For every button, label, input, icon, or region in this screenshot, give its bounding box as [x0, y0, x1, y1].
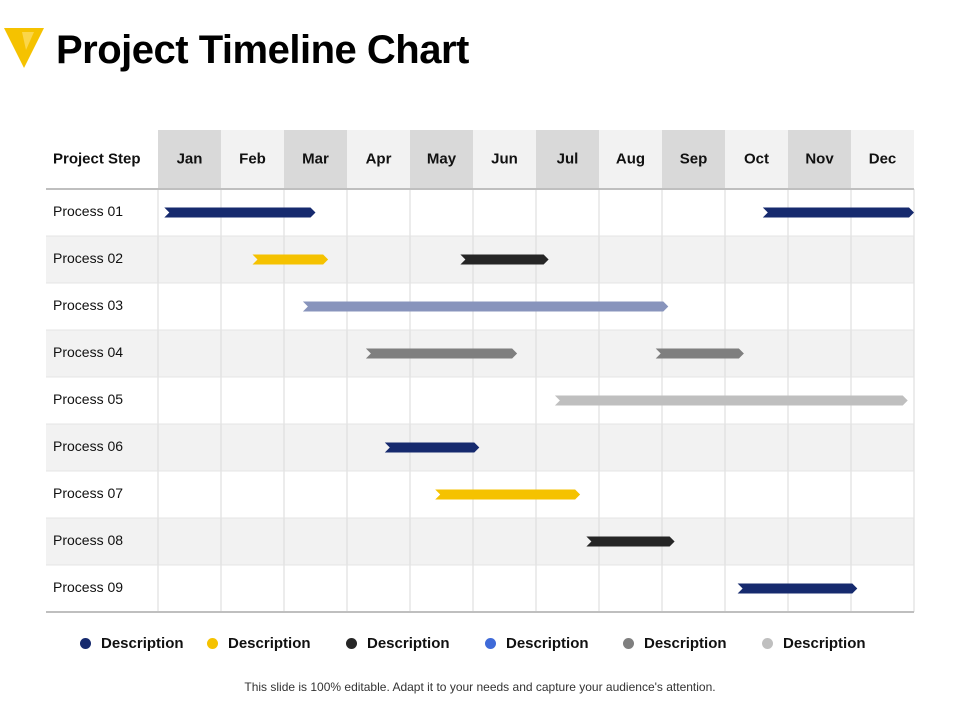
footer-note: This slide is 100% editable. Adapt it to… [244, 680, 716, 694]
month-header-cell [851, 130, 914, 189]
legend-item: Description [762, 630, 866, 656]
process-label: Process 04 [53, 344, 123, 360]
month-header-label: Jul [557, 150, 579, 167]
timeline-bar [460, 254, 549, 265]
legend-dot-icon [623, 637, 634, 649]
month-header-cell [410, 130, 473, 189]
row-header-label: Project Step [53, 150, 141, 167]
timeline-bar [435, 489, 581, 500]
row-background [46, 424, 914, 471]
legend-label: Description [228, 634, 311, 652]
month-header-cell [536, 130, 599, 189]
month-header-label: Mar [302, 150, 329, 167]
timeline-bar [302, 301, 669, 312]
month-header-cell [725, 130, 788, 189]
timeline-bar [762, 207, 914, 218]
legend-label: Description [101, 634, 184, 652]
legend-item: Description [485, 630, 589, 656]
month-header-cell [662, 130, 725, 189]
process-label: Process 09 [53, 579, 123, 595]
month-header-label: Dec [869, 150, 897, 167]
chart-legend: Description Description Description Descrip… [0, 630, 960, 656]
timeline-bar [365, 348, 518, 359]
legend-dot-icon [80, 637, 91, 649]
month-header-cell [788, 130, 851, 189]
month-header-cell [599, 130, 662, 189]
month-header-label: Aug [616, 150, 645, 167]
process-label: Process 08 [53, 532, 123, 548]
month-header-cell [284, 130, 347, 189]
legend-label: Description [506, 634, 589, 652]
process-label: Process 07 [53, 485, 123, 501]
legend-label: Description [367, 634, 450, 652]
process-label: Process 06 [53, 438, 123, 454]
timeline-bar [252, 254, 329, 265]
timeline-bar [737, 583, 858, 594]
process-label: Process 01 [53, 203, 123, 219]
legend-label: Description [783, 634, 866, 652]
month-header-label: Jun [491, 150, 518, 167]
timeline-bar [164, 207, 316, 218]
month-header-cell [158, 130, 221, 189]
month-header-label: Sep [680, 150, 708, 167]
row-background [46, 518, 914, 565]
legend-dot-icon [485, 637, 496, 649]
month-header-cell [347, 130, 410, 189]
timeline-bar [586, 536, 675, 547]
month-header-label: Apr [366, 150, 392, 167]
month-header-label: Jan [177, 150, 203, 167]
legend-item: Description [207, 630, 311, 656]
page-title: Project Timeline Chart [56, 28, 469, 72]
legend-dot-icon [762, 637, 773, 649]
month-header-label: Nov [805, 150, 834, 167]
legend-item: Description [80, 630, 184, 656]
legend-item: Description [623, 630, 727, 656]
legend-item: Description [346, 630, 450, 656]
process-label: Process 02 [53, 250, 123, 266]
month-header-label: Oct [744, 150, 769, 167]
legend-label: Description [644, 634, 727, 652]
process-label: Process 03 [53, 297, 123, 313]
month-header-cell [473, 130, 536, 189]
timeline-bar [554, 395, 908, 406]
month-header-label: May [427, 150, 457, 167]
legend-dot-icon [207, 637, 218, 649]
timeline-bar [655, 348, 744, 359]
yellow-triangle-logo-icon [4, 28, 44, 68]
timeline-bar [384, 442, 480, 453]
process-label: Process 05 [53, 391, 123, 407]
month-header-label: Feb [239, 150, 266, 167]
month-header-cell [221, 130, 284, 189]
legend-dot-icon [346, 637, 357, 649]
